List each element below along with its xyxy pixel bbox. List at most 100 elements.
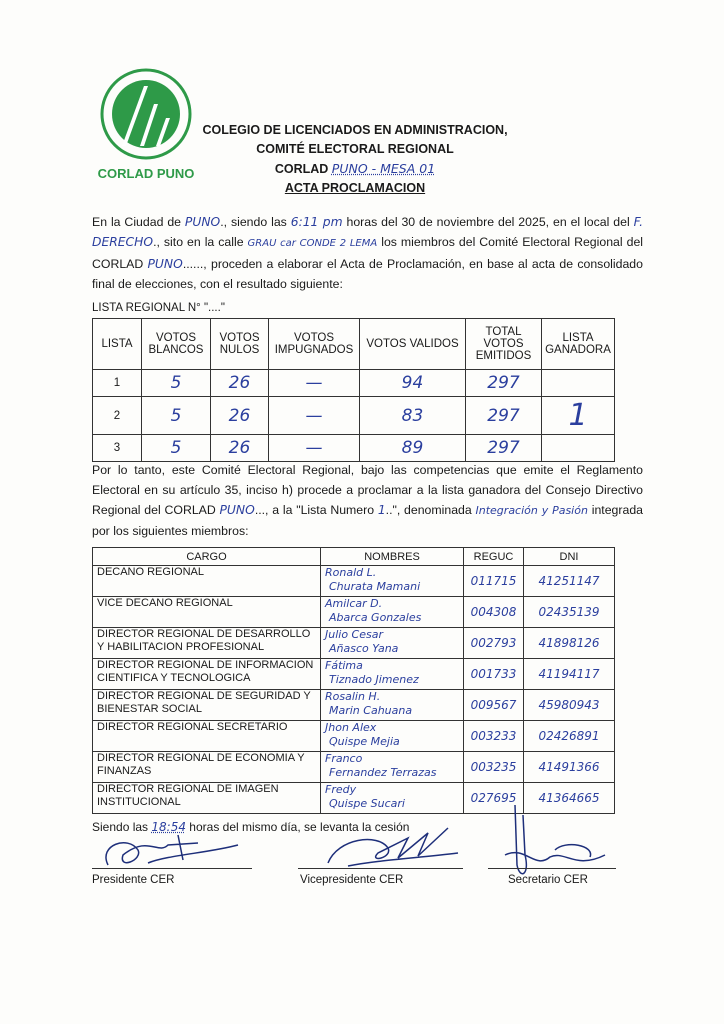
- lista-numero-field: 1: [377, 503, 386, 517]
- signature-label-secretario: Secretario CER: [508, 874, 588, 886]
- nombre-line-1: Rosalin H.: [325, 690, 381, 703]
- members-table: CARGO NOMBRES REGUC DNI DECANO REGIONAL R…: [92, 547, 615, 814]
- nombre-line-1: Fátima: [325, 659, 363, 672]
- text: ., siendo las: [220, 215, 291, 229]
- cell-dni: 45980943: [523, 689, 615, 721]
- nombre-line-2: Quispe Mejia: [329, 735, 400, 748]
- text: integrada por los siguientes miembros:: [92, 503, 644, 538]
- cell-cargo: DIRECTOR REGIONAL DE DESARROLLO Y HABILI…: [92, 627, 321, 659]
- text: ..., a la "Lista Numero: [254, 503, 378, 517]
- cell-nombres: Rosalin H. Marin Cahuana: [320, 689, 464, 721]
- logo-emblem-icon: [100, 68, 192, 160]
- cell-cargo: DIRECTOR REGIONAL SECRETARIO: [92, 720, 321, 752]
- signature-label-presidente: Presidente CER: [92, 874, 175, 886]
- col-header: LISTA: [92, 318, 142, 370]
- closing-text: Siendo las 18:54 horas del mismo día, se…: [92, 820, 409, 834]
- col-header: VOTOS NULOS: [210, 318, 269, 370]
- table-row: DIRECTOR REGIONAL DE ECONOMIA Y FINANZAS…: [92, 751, 615, 783]
- table-row: VICE DECANO REGIONAL Amilcar D. Abarca Gon…: [92, 596, 615, 628]
- cell-nombres: Fátima Tiznado Jimenez: [320, 658, 464, 690]
- corlad-field: PUNO: [147, 257, 183, 271]
- text: En la Ciudad de: [92, 215, 185, 229]
- cell-cargo: DIRECTOR REGIONAL DE IMAGEN INSTITUCIONA…: [92, 782, 321, 814]
- nombre-line-2: Tiznado Jimenez: [329, 673, 419, 686]
- intro-paragraph: En la Ciudad de PUNO., siendo las 6:11 p…: [92, 212, 643, 294]
- cell: 94: [359, 369, 466, 397]
- table-row: 2 5 26 — 83 297 1: [92, 396, 615, 435]
- nombre-line-1: Julio Cesar: [325, 628, 383, 641]
- cell-dni: 41898126: [523, 627, 615, 659]
- cell-reguc: 004308: [463, 596, 524, 628]
- col-header: VOTOS BLANCOS: [141, 318, 211, 370]
- col-header: TOTAL VOTOS EMITIDOS: [465, 318, 542, 370]
- logo-name: CORLAD PUNO: [97, 166, 195, 181]
- city-field: PUNO: [184, 215, 221, 229]
- text: horas del mismo día, se levanta la cesió…: [185, 820, 410, 834]
- text: horas del 30 de noviembre del 2025, en e…: [342, 215, 634, 229]
- cell-winner: 1: [541, 396, 615, 435]
- cell-reguc: 011715: [463, 565, 524, 597]
- cell: 83: [359, 396, 466, 435]
- nombre-line-2: Añasco Yana: [329, 642, 399, 655]
- table-row: DIRECTOR REGIONAL DE INFORMACION CIENTIF…: [92, 658, 615, 690]
- cell-lista: 1: [92, 369, 142, 397]
- cell-cargo: DIRECTOR REGIONAL DE INFORMACION CIENTIF…: [92, 658, 321, 690]
- nombre-line-1: Ronald L.: [325, 566, 377, 579]
- cell-cargo: VICE DECANO REGIONAL: [92, 596, 321, 628]
- proclamation-paragraph: Por lo tanto, este Comité Electoral Regi…: [92, 460, 643, 541]
- text: Siendo las: [92, 820, 152, 834]
- members-header-row: CARGO NOMBRES REGUC DNI: [92, 547, 615, 566]
- cell-reguc: 001733: [463, 658, 524, 690]
- text: ......, proceden a elaborar el Acta de P…: [92, 257, 643, 291]
- cell-lista: 3: [92, 434, 142, 462]
- results-header-row: LISTA VOTOS BLANCOS VOTOS NULOS VOTOS IM…: [92, 318, 615, 370]
- cell: 26: [210, 369, 269, 397]
- header-line-1: COLEGIO DE LICENCIADOS EN ADMINISTRACION…: [202, 123, 508, 137]
- closing-time-field: 18:54: [151, 820, 186, 834]
- nombre-line-1: Amilcar D.: [325, 597, 383, 610]
- corlad-value: PUNO - MESA 01: [331, 161, 436, 176]
- cell: 26: [210, 434, 269, 462]
- lista-regional-label: LISTA REGIONAL N° "....": [92, 302, 225, 314]
- col-header: VOTOS IMPUGNADOS: [268, 318, 360, 370]
- cell: 89: [359, 434, 466, 462]
- signature-secretario-icon: [504, 804, 606, 875]
- cell-cargo: DIRECTOR REGIONAL DE SEGURIDAD Y BIENEST…: [92, 689, 321, 721]
- table-row: DIRECTOR REGIONAL DE DESARROLLO Y HABILI…: [92, 627, 615, 659]
- cell-dni: 41364665: [523, 782, 615, 814]
- cell-dni: 02435139: [523, 596, 615, 628]
- header-line-2: COMITÉ ELECTORAL REGIONAL: [256, 142, 454, 156]
- signature-vicepresidente-icon: [327, 827, 459, 867]
- cell-dni: 41251147: [523, 565, 615, 597]
- cell-nombres: Amilcar D. Abarca Gonzales: [320, 596, 464, 628]
- text: ., sito en la calle: [153, 235, 248, 249]
- cell: —: [268, 369, 360, 397]
- nombre-line-2: Quispe Sucari: [329, 797, 405, 810]
- nombre-line-2: Marin Cahuana: [329, 704, 413, 717]
- table-row: DECANO REGIONAL Ronald L. Churata Mamani 01…: [92, 565, 615, 597]
- table-row: DIRECTOR REGIONAL SECRETARIO Jhon Alex Qui…: [92, 720, 615, 752]
- col-header: NOMBRES: [320, 547, 464, 566]
- header-corlad: CORLAD PUNO - MESA 01: [180, 161, 530, 176]
- signature-label-vicepresidente: Vicepresidente CER: [300, 874, 404, 886]
- nombre-line-2: Fernandez Terrazas: [329, 766, 437, 779]
- local-field: F. DERECHO: [92, 215, 643, 249]
- nombre-line-1: Fredy: [325, 783, 357, 796]
- cell-winner: [541, 369, 615, 397]
- nombre-line-1: Franco: [325, 752, 363, 765]
- cell-dni: 02426891: [523, 720, 615, 752]
- corlad-label: CORLAD: [274, 162, 329, 176]
- cell-winner: [541, 434, 615, 462]
- cell-reguc: 003235: [463, 751, 524, 783]
- cell-nombres: Fredy Quispe Sucari: [320, 782, 464, 814]
- cell: 5: [141, 434, 211, 462]
- cell: —: [268, 396, 360, 435]
- cell-reguc: 002793: [463, 627, 524, 659]
- corlad-field: PUNO: [219, 503, 255, 517]
- text: Por lo tanto, este Comité Electoral Regi…: [92, 463, 643, 517]
- nombre-line-1: Jhon Alex: [325, 721, 377, 734]
- col-header: LISTA GANADORA: [541, 318, 615, 370]
- corlad-logo: CORLAD PUNO: [82, 68, 210, 186]
- denominada-field: Integración y Pasión: [475, 504, 588, 517]
- cell-nombres: Jhon Alex Quispe Mejia: [320, 720, 464, 752]
